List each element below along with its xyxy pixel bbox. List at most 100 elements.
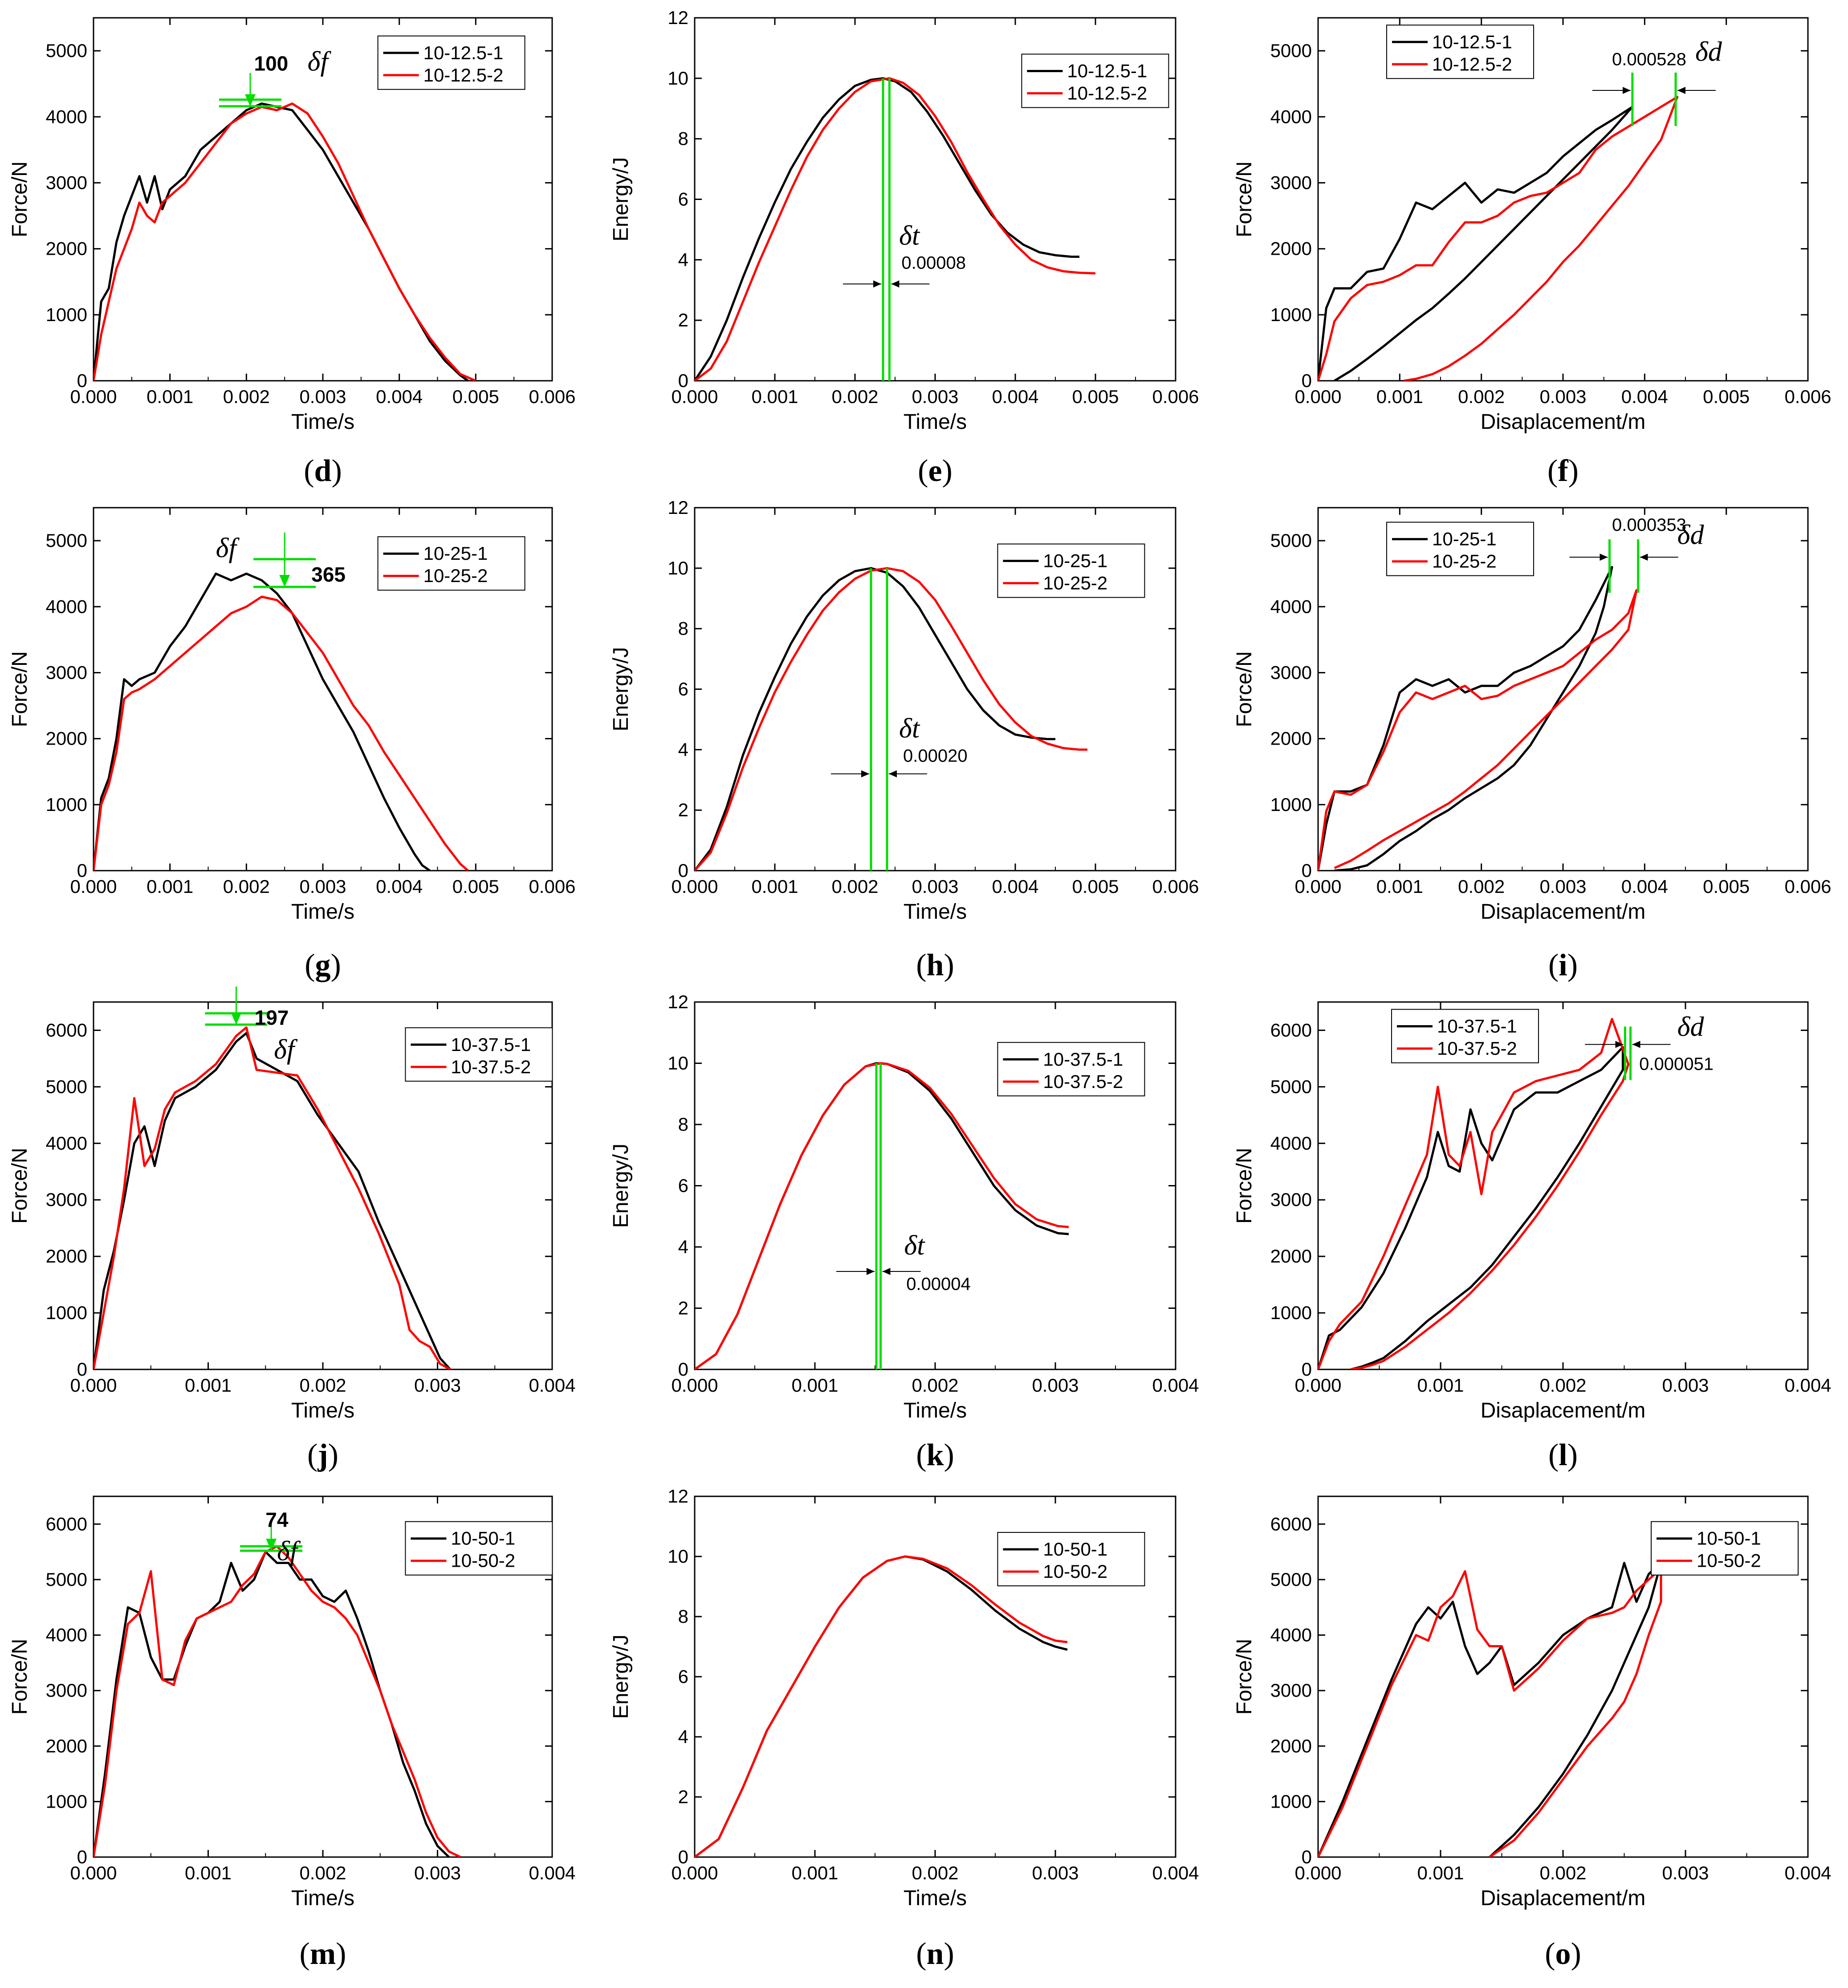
y-tick-label: 4000: [46, 596, 87, 617]
y-axis-label: Energy/J: [609, 1634, 633, 1719]
x-tick-label: 0.000: [671, 1862, 718, 1883]
legend-entry: 10-25-2: [423, 565, 488, 586]
legend: 10-12.5-110-12.5-2: [377, 35, 525, 90]
panel-caption: (f): [1547, 454, 1579, 488]
legend-entry: 10-37.5-1: [1437, 1016, 1517, 1037]
legend-box: [997, 1042, 1145, 1096]
series-line-2: [695, 77, 1096, 381]
x-tick-label: 0.000: [671, 386, 718, 407]
y-tick-label: 5000: [46, 1076, 87, 1097]
y-tick-label: 1000: [46, 304, 87, 325]
series-line-2: [1318, 96, 1679, 381]
x-tick-label: 0.001: [751, 386, 798, 407]
x-tick-label: 0.000: [1294, 386, 1341, 407]
x-axis-label: Time/s: [904, 1886, 967, 1910]
series-line-1: [1318, 566, 1613, 871]
series-line-2: [1318, 1567, 1662, 1857]
chart-panel-m: 0.000 0.001 0.002 0.003 0.004 0 1000 2000 3000 40…: [8, 1495, 576, 1971]
delta-value-label: 0.000528: [1612, 50, 1686, 69]
legend-entry: 10-37.5-2: [1043, 1071, 1123, 1092]
legend-entry: 10-50-2: [1697, 1550, 1761, 1571]
x-tick-label: 0.004: [992, 386, 1038, 407]
y-tick-label: 2000: [1270, 1246, 1312, 1267]
x-axis-label: Disaplacement/m: [1481, 1886, 1646, 1910]
chart-panel-n: 0.000 0.001 0.002 0.003 0.004 0 2 4 6 8 10 12 Time/s…: [609, 1486, 1199, 1971]
series-line-2: [94, 595, 469, 871]
legend-box: [1391, 1009, 1539, 1063]
x-axis-label: Disaplacement/m: [1481, 1399, 1646, 1422]
delta-symbol: δf: [274, 1035, 298, 1065]
y-tick-label: 2: [678, 1786, 688, 1807]
y-tick-label: 2: [678, 1298, 688, 1319]
y-axis-label: Force/N: [1233, 1639, 1256, 1715]
x-tick-label: 0.000: [70, 1862, 117, 1883]
y-tick-label: 0: [1302, 1359, 1312, 1380]
annotation-k: δt 0.00004: [836, 1063, 971, 1369]
x-axis-label: Disaplacement/m: [1481, 900, 1646, 924]
panel-caption: (m): [300, 1937, 346, 1971]
x-tick-label: 0.002: [1539, 1375, 1586, 1396]
y-tick-label: 6000: [1270, 1513, 1312, 1534]
x-tick-label: 0.002: [299, 1375, 346, 1396]
legend-entry: 10-37.5-2: [1437, 1038, 1517, 1059]
legend-entry: 10-50-1: [1697, 1528, 1761, 1549]
y-tick-label: 2: [678, 310, 688, 330]
y-tick-label: 5000: [46, 530, 87, 551]
y-tick-label: 6: [678, 1175, 688, 1196]
x-tick-label: 0.004: [529, 1375, 575, 1396]
x-tick-label: 0.002: [1458, 876, 1505, 897]
x-tick-label: 0.001: [147, 876, 193, 897]
y-tick-label: 3000: [1270, 1680, 1312, 1701]
x-tick-label: 0.003: [1539, 876, 1586, 897]
y-tick-label: 3000: [46, 1680, 87, 1701]
legend: 10-12.5-110-12.5-2: [1021, 53, 1169, 108]
legend: 10-37.5-110-37.5-2: [405, 1027, 553, 1082]
y-tick-label: 0: [678, 1359, 688, 1380]
delta-value-label: 100: [254, 52, 289, 75]
chart-panel-f: 0.000 0.001 0.002 0.003 0.004 0.005 0.006 0 1000…: [1233, 17, 1832, 488]
y-tick-label: 12: [668, 497, 688, 518]
y-tick-label: 5000: [1270, 1076, 1312, 1097]
x-tick-label: 0.004: [1152, 1375, 1199, 1396]
chart-panel-e: 0.000 0.001 0.002 0.003 0.004 0.005 0.006 0 2 4 6 8…: [609, 7, 1199, 488]
x-tick-label: 0.003: [299, 876, 346, 897]
x-tick-label: 0.001: [791, 1375, 838, 1396]
y-tick-label: 6000: [46, 1513, 87, 1534]
y-tick-label: 2000: [1270, 728, 1312, 749]
series-line-2: [1318, 589, 1638, 871]
y-tick-label: 4000: [46, 1625, 87, 1646]
chart-panel-i: 0.000 0.001 0.002 0.003 0.004 0.005 0.006 0 1000…: [1233, 507, 1832, 982]
delta-value-label: 365: [311, 563, 346, 586]
y-axis-label: Force/N: [1233, 651, 1256, 727]
y-axis-label: Force/N: [1233, 1148, 1256, 1224]
legend-entry: 10-25-2: [1043, 573, 1107, 594]
x-axis-label: Disaplacement/m: [1481, 410, 1646, 434]
y-tick-label: 3000: [1270, 1189, 1312, 1210]
legend-entry: 10-25-1: [1043, 550, 1107, 571]
x-tick-label: 0.001: [185, 1375, 232, 1396]
x-tick-label: 0.003: [414, 1862, 461, 1883]
delta-symbol: δd: [1695, 37, 1722, 67]
y-tick-label: 1000: [46, 1791, 87, 1812]
y-tick-label: 12: [668, 1486, 688, 1507]
legend-entry: 10-25-2: [1432, 551, 1497, 572]
x-tick-label: 0.003: [1662, 1862, 1709, 1883]
panel-caption: (k): [916, 1438, 954, 1472]
delta-value-label: 0.000051: [1639, 1054, 1714, 1074]
y-tick-label: 6000: [1270, 1019, 1312, 1040]
delta-value-label: 0.00020: [903, 746, 968, 766]
y-tick-label: 1000: [1270, 1302, 1312, 1323]
y-tick-label: 4000: [46, 1133, 87, 1153]
legend-entry: 10-12.5-2: [1067, 83, 1147, 104]
y-tick-label: 3000: [46, 1189, 87, 1210]
y-axis-label: Force/N: [8, 1639, 32, 1715]
y-axis-label: Force/N: [8, 1148, 32, 1224]
annotation-i: δd0.000353: [1569, 515, 1704, 593]
x-tick-label: 0.003: [414, 1375, 461, 1396]
x-tick-label: 0.000: [671, 1375, 718, 1396]
y-tick-label: 4: [678, 739, 688, 760]
x-axis-label: Time/s: [291, 1399, 354, 1422]
y-axis-label: Force/N: [8, 651, 32, 727]
y-tick-label: 2000: [46, 1735, 87, 1756]
y-tick-label: 6: [678, 1666, 688, 1687]
